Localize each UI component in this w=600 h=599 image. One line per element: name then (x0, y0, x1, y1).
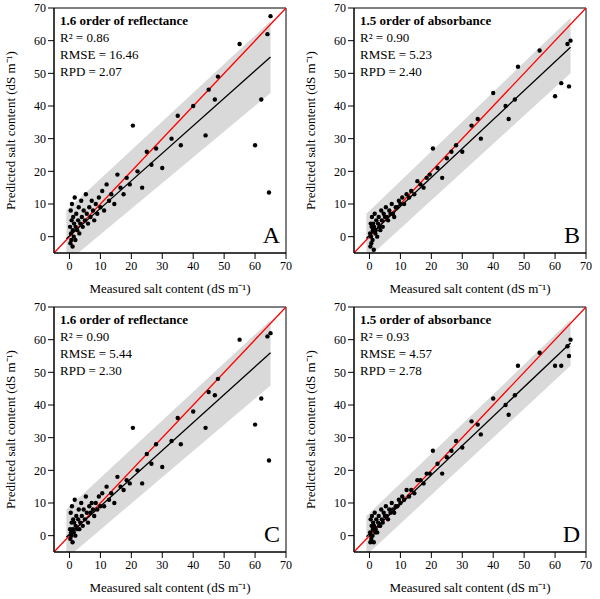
svg-text:30: 30 (34, 431, 46, 445)
svg-text:40: 40 (34, 398, 46, 412)
svg-text:30: 30 (456, 558, 468, 572)
svg-text:30: 30 (156, 259, 168, 273)
svg-text:Predicted salt content (dS m⁻¹: Predicted salt content (dS m⁻¹) (8, 51, 18, 210)
svg-text:0: 0 (340, 529, 346, 543)
html-text:RMSE = 16.46: RMSE = 16.46 (60, 47, 139, 62)
svg-text:50: 50 (218, 259, 230, 273)
svg-text:40: 40 (334, 99, 346, 113)
svg-text:60: 60 (34, 34, 46, 48)
svg-text:60: 60 (334, 333, 346, 347)
svg-text:60: 60 (34, 333, 46, 347)
svg-text:50: 50 (334, 67, 346, 81)
html-text:1.5 order of absorbance: 1.5 order of absorbance (360, 13, 492, 28)
svg-text:0: 0 (40, 230, 46, 244)
svg-text:0: 0 (366, 259, 372, 273)
svg-text:40: 40 (487, 259, 499, 273)
svg-text:10: 10 (334, 197, 346, 211)
html-text:RPD = 2.07: RPD = 2.07 (60, 64, 122, 79)
html-text:1.6 order of reflectance: 1.6 order of reflectance (60, 13, 188, 28)
svg-text:70: 70 (334, 1, 346, 15)
html-text:RMSE = 5.44: RMSE = 5.44 (60, 346, 132, 361)
svg-text:0: 0 (40, 529, 46, 543)
svg-text:20: 20 (125, 259, 137, 273)
html-text:1.6 order of reflectance: 1.6 order of reflectance (60, 312, 188, 327)
svg-text:70: 70 (280, 558, 292, 572)
html-text:R² = 0.90: R² = 0.90 (360, 30, 410, 45)
svg-text:60: 60 (334, 34, 346, 48)
html-text:D: D (562, 521, 580, 547)
svg-text:70: 70 (34, 1, 46, 15)
svg-text:40: 40 (34, 99, 46, 113)
html-text:C: C (264, 521, 280, 547)
svg-text:40: 40 (334, 398, 346, 412)
svg-text:40: 40 (187, 558, 199, 572)
html-text:RMSE = 4.57: RMSE = 4.57 (360, 346, 432, 361)
html-text:1.5 order of absorbance: 1.5 order of absorbance (360, 312, 492, 327)
svg-text:10: 10 (334, 496, 346, 510)
svg-text:50: 50 (34, 67, 46, 81)
svg-text:10: 10 (394, 259, 406, 273)
svg-text:70: 70 (334, 300, 346, 314)
svg-text:40: 40 (187, 259, 199, 273)
svg-text:30: 30 (456, 259, 468, 273)
svg-text:Measured salt content (dS m⁻¹): Measured salt content (dS m⁻¹) (90, 580, 251, 595)
svg-text:30: 30 (34, 132, 46, 146)
html-text:R² = 0.86: R² = 0.86 (60, 30, 110, 45)
svg-text:20: 20 (334, 165, 346, 179)
svg-text:50: 50 (518, 558, 530, 572)
html-text:RMSE = 5.23: RMSE = 5.23 (360, 47, 432, 62)
svg-text:30: 30 (156, 558, 168, 572)
svg-text:0: 0 (340, 230, 346, 244)
svg-text:60: 60 (549, 558, 561, 572)
html-text:R² = 0.93: R² = 0.93 (360, 329, 410, 344)
svg-text:20: 20 (34, 165, 46, 179)
svg-text:30: 30 (334, 132, 346, 146)
html-text:RPD = 2.78: RPD = 2.78 (360, 363, 422, 378)
svg-text:Measured salt content (dS m⁻¹): Measured salt content (dS m⁻¹) (390, 281, 551, 296)
svg-text:0: 0 (366, 558, 372, 572)
svg-text:50: 50 (334, 366, 346, 380)
html-text:R² = 0.90: R² = 0.90 (60, 329, 110, 344)
html-text:A: A (262, 222, 280, 248)
html-text:RPD = 2.40: RPD = 2.40 (360, 64, 422, 79)
svg-text:0: 0 (66, 259, 72, 273)
svg-text:20: 20 (125, 558, 137, 572)
svg-text:60: 60 (249, 259, 261, 273)
svg-text:10: 10 (34, 197, 46, 211)
svg-text:50: 50 (34, 366, 46, 380)
svg-text:70: 70 (34, 300, 46, 314)
svg-text:60: 60 (249, 558, 261, 572)
svg-text:70: 70 (580, 558, 592, 572)
svg-text:10: 10 (94, 558, 106, 572)
svg-text:40: 40 (487, 558, 499, 572)
html-text:B: B (564, 222, 580, 248)
svg-text:0: 0 (66, 558, 72, 572)
svg-text:Measured salt content (dS m⁻¹): Measured salt content (dS m⁻¹) (390, 580, 551, 595)
svg-text:20: 20 (34, 464, 46, 478)
svg-text:70: 70 (280, 259, 292, 273)
svg-text:60: 60 (549, 259, 561, 273)
svg-text:10: 10 (34, 496, 46, 510)
svg-text:50: 50 (218, 558, 230, 572)
svg-text:20: 20 (425, 558, 437, 572)
svg-text:20: 20 (425, 259, 437, 273)
svg-text:Predicted salt content (dS m⁻¹: Predicted salt content (dS m⁻¹) (303, 51, 318, 210)
svg-text:50: 50 (518, 259, 530, 273)
svg-text:10: 10 (94, 259, 106, 273)
svg-text:Predicted salt content (dS m⁻¹: Predicted salt content (dS m⁻¹) (303, 350, 318, 509)
svg-text:70: 70 (580, 259, 592, 273)
svg-text:10: 10 (394, 558, 406, 572)
svg-text:Measured salt content (dS m⁻¹): Measured salt content (dS m⁻¹) (90, 281, 251, 296)
svg-text:20: 20 (334, 464, 346, 478)
svg-text:Predicted salt content (dS m⁻¹: Predicted salt content (dS m⁻¹) (8, 350, 18, 509)
html-text:RPD = 2.30: RPD = 2.30 (60, 363, 122, 378)
svg-text:30: 30 (334, 431, 346, 445)
